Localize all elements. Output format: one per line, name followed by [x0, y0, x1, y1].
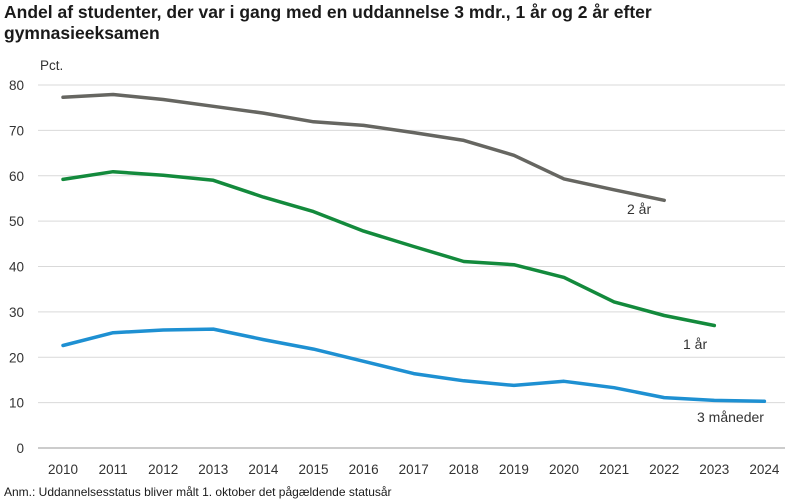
x-axis-ticks: 2010 2011 2012 2013 2014 2015 2016 2017 2018 2019…: [48, 462, 780, 477]
x-tick-label: 2014: [248, 462, 279, 477]
y-tick-label: 80: [9, 78, 24, 93]
x-tick-label: 2019: [499, 462, 529, 477]
series-label: 1 år: [683, 336, 707, 352]
y-tick-label: 70: [9, 123, 24, 138]
x-tick-label: 2011: [99, 462, 128, 477]
x-tick-label: 2010: [48, 462, 78, 477]
x-tick-label: 2023: [699, 462, 729, 477]
y-tick-label: 50: [9, 214, 24, 229]
y-tick-label: 10: [9, 396, 24, 411]
series-lines: [61, 92, 767, 404]
x-tick-label: 2013: [198, 462, 228, 477]
series-label: 3 måneder: [697, 409, 764, 425]
series-line-0: [61, 92, 666, 203]
y-tick-label: 20: [9, 350, 24, 365]
x-tick-label: 2015: [298, 462, 328, 477]
x-tick-label: 2018: [449, 462, 479, 477]
footnote: Anm.: Uddannelsesstatus bliver målt 1. o…: [4, 485, 392, 499]
x-tick-label: 2022: [649, 462, 679, 477]
x-tick-label: 2017: [399, 462, 429, 477]
y-tick-label: 40: [9, 260, 24, 275]
series-labels: 2 år 1 år 3 måneder: [627, 201, 764, 425]
series-line-2: [61, 327, 767, 404]
y-axis-ticks: 0 10 20 30 40 50 60 70 80: [9, 78, 24, 456]
gridlines: [38, 84, 785, 449]
y-tick-label: 60: [9, 169, 24, 184]
x-tick-label: 2024: [749, 462, 780, 477]
series-line-1: [61, 169, 717, 328]
y-tick-label: 0: [16, 441, 24, 456]
chart-title: Andel af studenter, der var i gang med e…: [4, 2, 652, 43]
series-label: 2 år: [627, 201, 651, 217]
x-tick-label: 2021: [599, 462, 629, 477]
x-tick-label: 2016: [349, 462, 379, 477]
y-axis-label: Pct.: [40, 58, 63, 73]
x-tick-label: 2012: [148, 462, 178, 477]
y-tick-label: 30: [9, 305, 24, 320]
x-tick-label: 2020: [549, 462, 579, 477]
